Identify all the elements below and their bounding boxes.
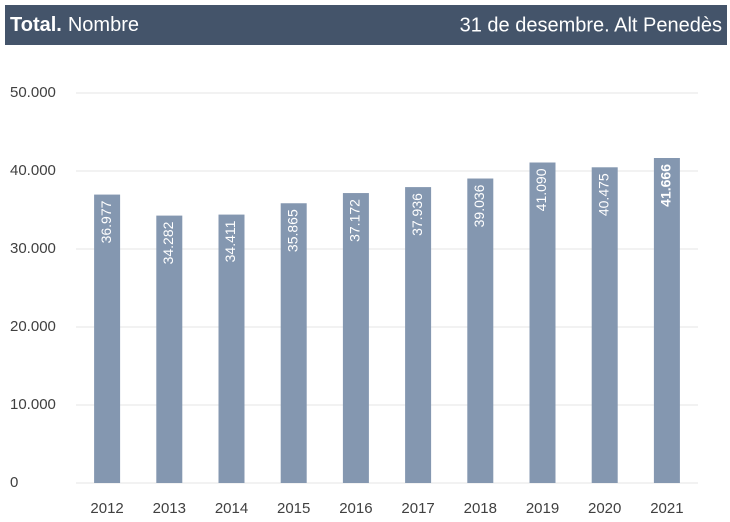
x-tick-label: 2021 [650, 500, 683, 517]
x-tick-label: 2016 [339, 500, 372, 517]
x-tick-label: 2018 [464, 500, 497, 517]
y-tick-label: 30.000 [10, 240, 56, 257]
title-bold: Total. [10, 14, 62, 36]
data-label: 41.666 [658, 164, 674, 207]
bar [405, 187, 432, 484]
data-label: 36.977 [98, 200, 114, 243]
header-title: Total. Nombre [10, 14, 139, 36]
x-tick-label: 2015 [277, 500, 310, 517]
bar [280, 203, 307, 484]
x-tick-label: 2017 [401, 500, 434, 517]
header-subtitle: 31 de desembre. Alt Penedès [460, 14, 722, 36]
x-tick-label: 2014 [215, 500, 248, 517]
x-tick-label: 2020 [588, 500, 621, 517]
bar [467, 178, 494, 483]
x-tick-label: 2012 [90, 500, 123, 517]
title-rest: Nombre [68, 14, 139, 36]
data-label: 40.475 [595, 173, 611, 216]
data-label: 34.282 [160, 221, 176, 264]
x-tick-label: 2019 [526, 500, 559, 517]
y-tick-label: 50.000 [10, 84, 56, 101]
y-tick-label: 40.000 [10, 162, 56, 179]
data-label: 41.090 [533, 168, 549, 211]
bar [591, 167, 618, 484]
bar [218, 214, 245, 484]
data-label: 35.865 [284, 209, 300, 252]
data-label: 34.411 [222, 220, 238, 262]
y-tick-label: 10.000 [10, 396, 56, 413]
y-tick-label: 0 [10, 474, 18, 491]
bar [156, 215, 183, 483]
bar [94, 194, 121, 483]
bar [653, 158, 680, 484]
x-tick-label: 2013 [153, 500, 186, 517]
y-tick-label: 20.000 [10, 318, 56, 335]
bar [342, 193, 369, 483]
data-label: 37.936 [409, 193, 425, 236]
bar [529, 162, 556, 484]
header-bar [5, 5, 727, 45]
data-label: 39.036 [471, 184, 487, 227]
data-label: 37.172 [347, 199, 363, 242]
